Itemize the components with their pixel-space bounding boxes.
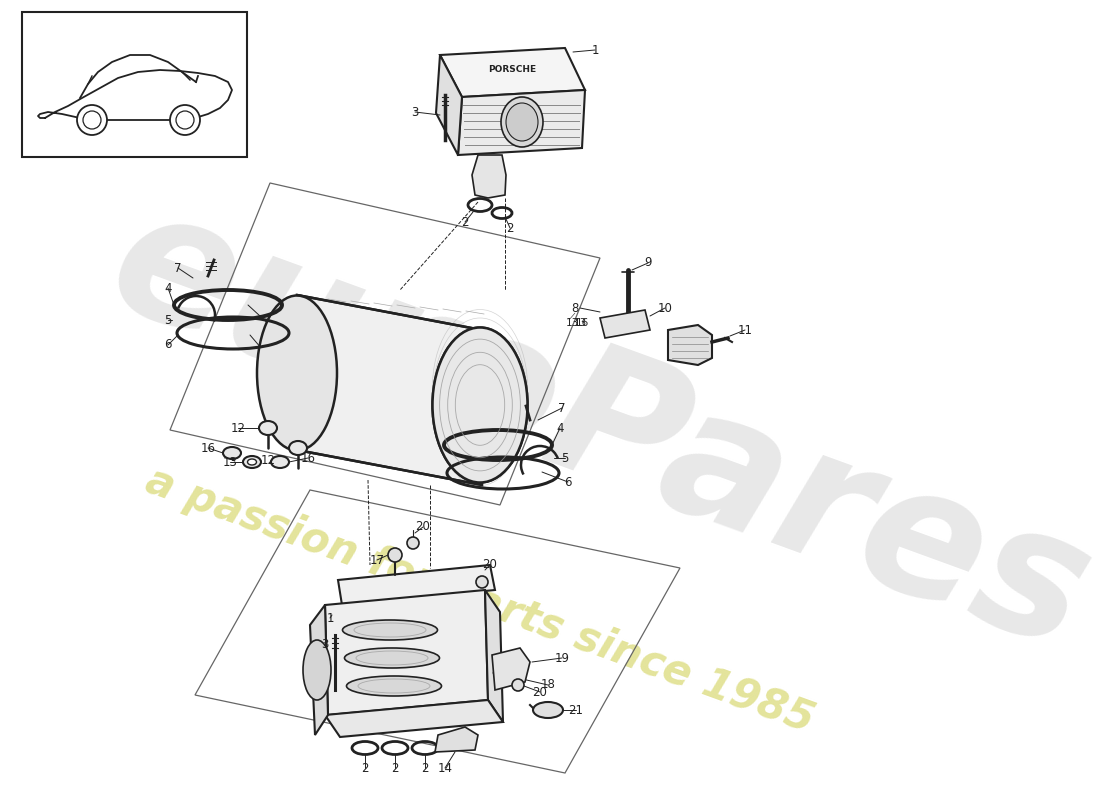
Text: 1: 1 (327, 611, 333, 625)
Ellipse shape (432, 327, 528, 482)
Text: 1: 1 (592, 43, 598, 57)
Text: 14: 14 (438, 762, 452, 774)
Circle shape (82, 111, 101, 129)
Ellipse shape (500, 97, 543, 147)
Circle shape (407, 537, 419, 549)
Text: 20: 20 (483, 558, 497, 571)
Text: 2: 2 (421, 762, 429, 774)
Ellipse shape (346, 676, 441, 696)
Ellipse shape (257, 295, 337, 450)
Polygon shape (485, 590, 503, 722)
Text: 17: 17 (370, 554, 385, 566)
Ellipse shape (248, 459, 256, 465)
Polygon shape (472, 155, 506, 198)
Ellipse shape (223, 447, 241, 459)
Text: 4: 4 (557, 422, 563, 434)
Text: 10: 10 (658, 302, 672, 314)
Circle shape (388, 548, 401, 562)
Ellipse shape (302, 640, 331, 700)
Text: 16: 16 (200, 442, 216, 454)
Text: 5: 5 (164, 314, 172, 326)
Text: 20: 20 (532, 686, 548, 698)
Text: 11: 11 (737, 323, 752, 337)
Circle shape (476, 576, 488, 588)
Text: 9: 9 (645, 257, 651, 270)
Text: 3: 3 (321, 638, 329, 651)
Text: 21: 21 (569, 703, 583, 717)
Ellipse shape (506, 103, 538, 141)
Text: 2: 2 (461, 215, 469, 229)
Polygon shape (310, 605, 328, 735)
Text: 12: 12 (261, 454, 275, 466)
Ellipse shape (342, 620, 438, 640)
Ellipse shape (258, 421, 277, 435)
Bar (22, 12, 248, 157)
Text: 20: 20 (416, 521, 430, 534)
Polygon shape (436, 55, 462, 155)
Polygon shape (492, 648, 530, 690)
Ellipse shape (289, 441, 307, 455)
Ellipse shape (243, 456, 261, 468)
Text: a passion for parts since 1985: a passion for parts since 1985 (140, 459, 820, 741)
Text: 13: 13 (222, 455, 238, 469)
Polygon shape (297, 295, 482, 485)
Text: 2: 2 (392, 762, 398, 774)
Text: 6: 6 (164, 338, 172, 351)
Text: 7: 7 (174, 262, 182, 274)
Text: 16: 16 (575, 318, 589, 328)
Circle shape (77, 105, 107, 135)
Circle shape (176, 111, 194, 129)
Polygon shape (458, 90, 585, 155)
Text: 12: 12 (231, 422, 245, 434)
Polygon shape (600, 310, 650, 338)
Text: 19: 19 (554, 651, 570, 665)
Text: 6: 6 (564, 475, 572, 489)
Text: 8: 8 (571, 302, 579, 314)
Text: 13: 13 (565, 318, 579, 328)
Polygon shape (324, 700, 503, 737)
Text: 7: 7 (558, 402, 565, 414)
Polygon shape (324, 590, 488, 715)
Text: 2: 2 (361, 762, 368, 774)
Polygon shape (338, 565, 495, 605)
Text: 3: 3 (411, 106, 419, 118)
Text: 4: 4 (164, 282, 172, 294)
Ellipse shape (432, 327, 528, 482)
Text: 5: 5 (561, 451, 569, 465)
Ellipse shape (344, 648, 440, 668)
Polygon shape (434, 727, 478, 752)
Text: 2: 2 (506, 222, 514, 234)
Ellipse shape (271, 456, 289, 468)
Text: 13: 13 (573, 318, 586, 328)
Circle shape (512, 679, 524, 691)
Polygon shape (668, 325, 712, 365)
Ellipse shape (534, 702, 563, 718)
Text: 18: 18 (540, 678, 556, 691)
Text: PORSCHE: PORSCHE (488, 66, 536, 74)
Circle shape (170, 105, 200, 135)
Text: 16: 16 (300, 451, 316, 465)
Text: euroPares: euroPares (88, 172, 1100, 688)
Polygon shape (440, 48, 585, 97)
